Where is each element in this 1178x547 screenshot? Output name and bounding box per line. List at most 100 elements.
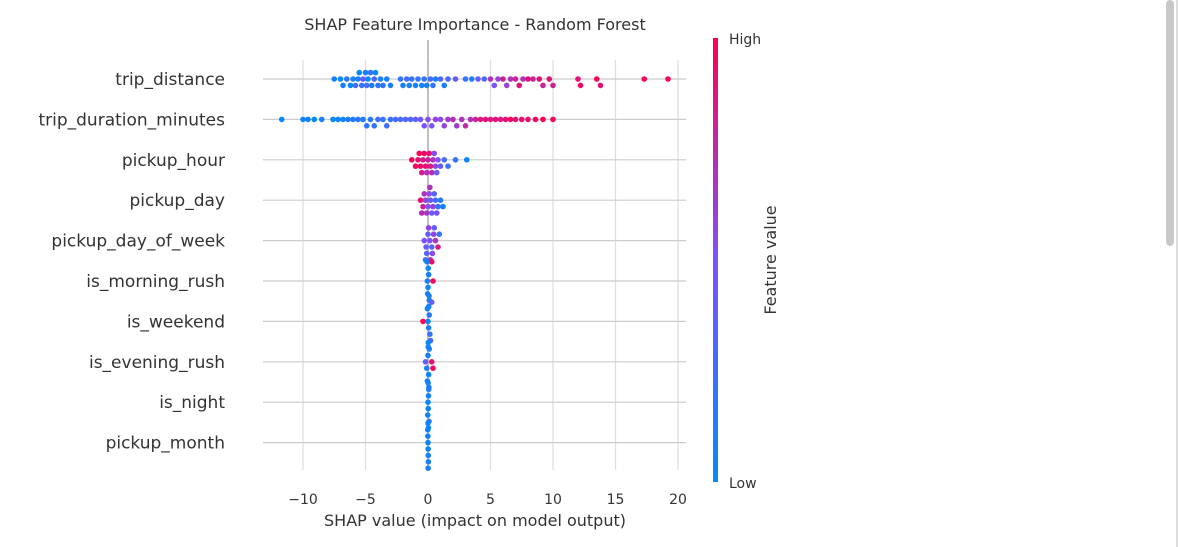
shap-point (437, 163, 444, 169)
shap-point (372, 69, 379, 76)
shap-point (432, 76, 439, 82)
shap-point (362, 69, 369, 76)
shap-point (331, 76, 338, 82)
colorbar-title: Feature value (761, 205, 780, 314)
shap-point (345, 116, 351, 123)
shap-point (433, 210, 440, 216)
shap-point (418, 210, 425, 216)
shap-point (425, 433, 431, 440)
x-tick-label: −10 (288, 492, 318, 508)
shap-point (400, 82, 406, 89)
shap-point (436, 231, 443, 237)
shap-point (428, 259, 435, 265)
x-tick-label: −5 (355, 492, 376, 508)
shap-point (425, 271, 432, 278)
shap-point (368, 82, 375, 89)
feature-rows: trip_distance trip_duration_minutespickup… (38, 70, 686, 454)
shap-point (467, 116, 474, 123)
shap-point (383, 123, 390, 129)
shap-point (425, 405, 432, 412)
x-tick-label: 10 (544, 492, 562, 508)
x-tick-label: 20 (669, 492, 687, 508)
shap-point (343, 76, 350, 82)
shap-point (421, 237, 428, 244)
shap-point (406, 82, 413, 89)
shap-point (387, 116, 394, 123)
shap-point (440, 203, 446, 210)
shap-point (330, 116, 336, 123)
shap-point (437, 116, 444, 123)
shap-point (425, 446, 431, 452)
feature-label: pickup_hour (122, 151, 225, 171)
shap-point (432, 197, 439, 203)
shap-point (428, 169, 435, 176)
shap-point (428, 210, 435, 216)
shap-point (340, 116, 346, 123)
shap-point (435, 244, 441, 250)
scrollbar-track[interactable] (1166, 0, 1174, 547)
shap-point (350, 76, 356, 82)
shap-point (427, 184, 433, 191)
shap-point (355, 76, 361, 82)
feature-label: is_evening_rush (89, 353, 225, 373)
x-tick-label: 5 (486, 492, 495, 508)
shap-point (525, 76, 531, 82)
shap-point (425, 352, 431, 359)
shap-point (502, 116, 509, 123)
shap-point (422, 163, 429, 169)
shap-point (468, 76, 475, 82)
shap-point (420, 318, 426, 325)
colorbar: High Low Feature value (713, 32, 780, 492)
shap-point (412, 116, 419, 123)
shap-point (412, 163, 419, 169)
shap-point (397, 76, 404, 82)
shap-point (415, 76, 421, 82)
grid (302, 40, 679, 470)
shap-point (520, 76, 526, 82)
shap-point (356, 69, 363, 76)
shap-point (482, 116, 489, 123)
shap-point (426, 312, 433, 318)
shap-point (367, 69, 374, 76)
shap-point (532, 116, 539, 123)
shap-point (437, 76, 444, 82)
feature-label: is_night (159, 393, 225, 413)
shap-point (437, 197, 444, 203)
shap-point (423, 244, 429, 250)
shap-point (424, 427, 431, 433)
shap-point (335, 116, 341, 123)
shap-point (427, 331, 433, 338)
shap-point (318, 116, 325, 123)
shap-point (431, 191, 438, 197)
shap-point (427, 163, 434, 169)
feature-label: trip_distance (115, 70, 225, 90)
shap-point (425, 284, 431, 291)
shap-point (423, 210, 430, 216)
shap-point (380, 116, 386, 123)
shap-point (417, 116, 424, 123)
shap-point (424, 278, 431, 284)
points-layer (278, 69, 671, 472)
shap-point (360, 76, 366, 82)
shap-point (425, 339, 432, 346)
shap-point (426, 346, 433, 352)
shap-point (575, 76, 581, 82)
shap-point (430, 365, 436, 372)
shap-point (421, 191, 428, 197)
shap-point (428, 359, 435, 365)
shap-point (365, 76, 371, 82)
shap-point (415, 157, 421, 163)
shap-point (425, 203, 431, 210)
shap-point (445, 116, 451, 123)
shap-point (425, 116, 431, 123)
shap-point (475, 76, 481, 82)
shap-point (518, 116, 525, 123)
shap-point (481, 76, 488, 82)
shap-point (452, 157, 459, 163)
shap-point (536, 76, 543, 82)
shap-point (425, 380, 431, 386)
scrollbar-thumb[interactable] (1166, 0, 1174, 246)
shap-point (418, 169, 425, 176)
shap-point (311, 116, 318, 123)
